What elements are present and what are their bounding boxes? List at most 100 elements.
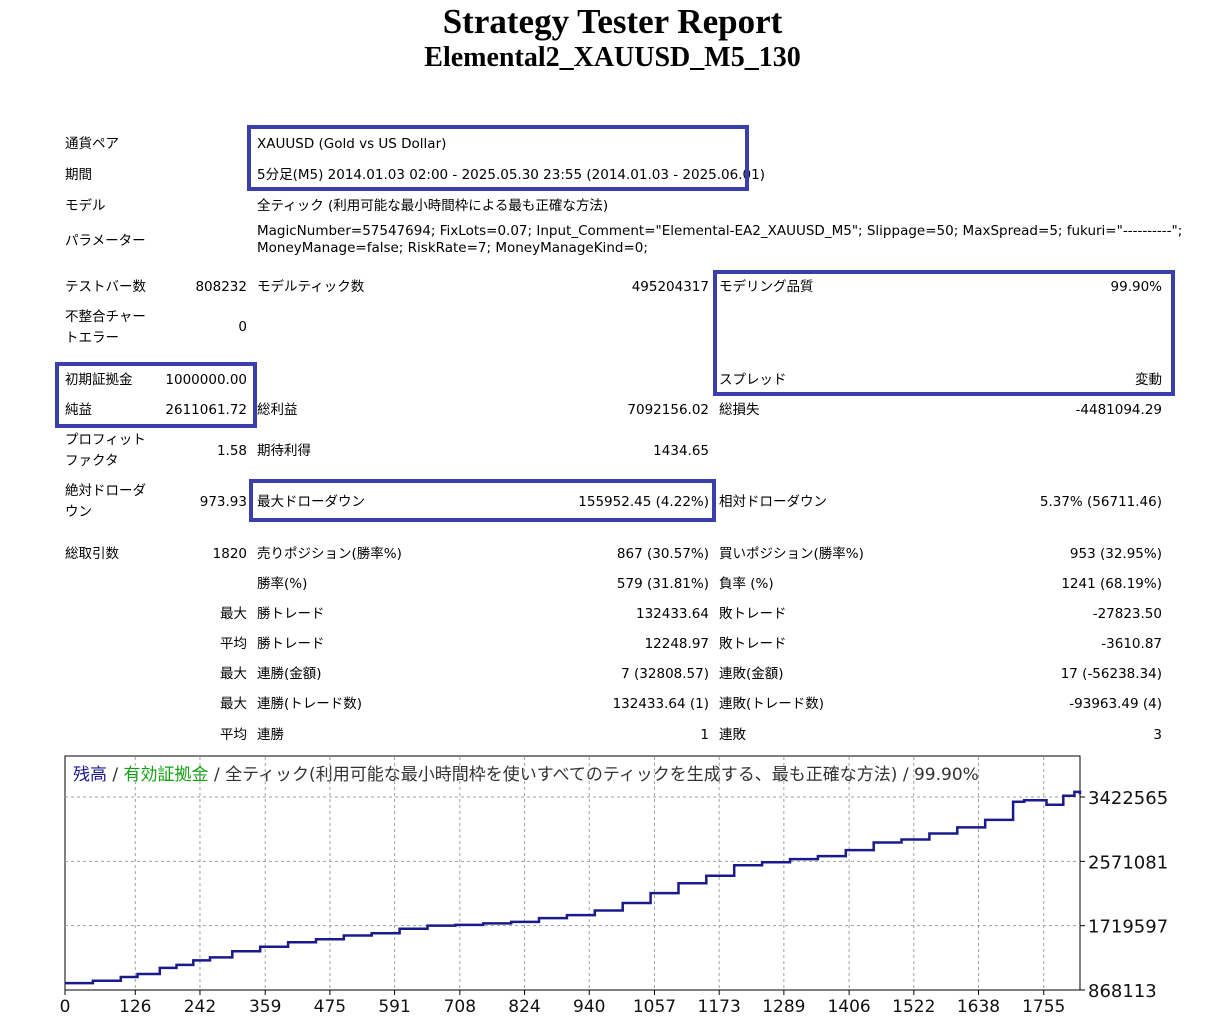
consec-loss-cnt-value: -93963.49 (4) (1069, 696, 1162, 712)
total-trades-value: 1820 (212, 546, 247, 562)
period-value: 5分足(M5) 2014.01.03 02:00 - 2025.05.30 23… (257, 167, 765, 183)
max-label-1: 最大 (220, 606, 247, 622)
rel-dd-value: 5.37% (56711.46) (1039, 494, 1162, 510)
avg-label-1: 平均 (220, 636, 247, 652)
x-tick-label: 0 (60, 997, 71, 1017)
pair-value: XAUUSD (Gold vs US Dollar) (257, 136, 447, 152)
x-tick-label: 475 (314, 997, 346, 1017)
bars-value: 808232 (195, 279, 247, 295)
avg-consec-win-value: 1 (700, 727, 709, 743)
x-tick-label: 359 (249, 997, 281, 1017)
consec-loss-cnt-label: 連敗(トレード数) (719, 696, 825, 712)
rel-dd-label: 相対ドローダウン (719, 494, 827, 510)
y-tick-label: 2571081 (1088, 852, 1168, 873)
report-subtitle: Elemental2_XAUUSD_M5_130 (424, 42, 801, 73)
consec-win-amt-label: 連勝(金額) (257, 666, 322, 682)
total-trades-label: 総取引数 (65, 546, 119, 562)
avg-consec-win-label: 連勝 (257, 727, 284, 743)
x-tick-label: 824 (508, 997, 540, 1017)
long-label: 買いポジション(勝率%) (719, 546, 864, 562)
pf-label-1: プロフィット (65, 432, 146, 448)
highlight-box-max-dd (249, 479, 716, 522)
mismatch-value: 0 (238, 319, 247, 335)
consec-win-amt-value: 7 (32808.57) (621, 666, 709, 682)
x-tick-label: 1289 (762, 997, 805, 1017)
pf-value: 1.58 (216, 443, 247, 459)
legend-part-1: / (107, 765, 124, 785)
x-tick-label: 1638 (957, 997, 1000, 1017)
max-dd-label: 最大ドローダウン (257, 494, 365, 510)
gross-profit-label: 総利益 (257, 402, 298, 418)
short-value: 867 (30.57%) (616, 546, 709, 562)
max-win-value: 132433.64 (635, 606, 709, 622)
highlight-box-deposit-net (55, 362, 257, 428)
consec-loss-amt-value: 17 (-56238.34) (1060, 666, 1162, 682)
legend-part-0: 残高 (73, 765, 107, 785)
abs-dd-label-1: 絶対ドローダ (65, 483, 146, 499)
params-line-2: MoneyManage=false; RiskRate=7; MoneyMana… (257, 240, 648, 256)
mismatch-label-1: 不整合チャー (65, 309, 146, 325)
highlight-box-pair-period (247, 125, 749, 191)
net-label: 純益 (65, 402, 92, 418)
abs-dd-label-2: ウン (65, 504, 92, 520)
expected-label: 期待利得 (257, 443, 311, 459)
y-tick-label: 3422565 (1088, 788, 1168, 809)
model-label: モデル (65, 198, 106, 214)
gross-profit-value: 7092156.02 (627, 402, 709, 418)
max-win-label: 勝トレード (257, 606, 325, 622)
consec-win-cnt-value: 132433.64 (1) (612, 696, 709, 712)
consec-win-cnt-label: 連勝(トレード数) (257, 696, 363, 712)
x-tick-label: 1755 (1022, 997, 1065, 1017)
legend-part-2: 有効証拠金 (124, 765, 209, 785)
deposit-value: 1000000.00 (165, 372, 247, 388)
x-tick-label: 1522 (892, 997, 935, 1017)
avg-label-2: 平均 (220, 727, 247, 743)
avg-consec-loss-label: 連敗 (719, 727, 746, 743)
avg-consec-loss-value: 3 (1153, 727, 1162, 743)
period-label: 期間 (65, 167, 92, 183)
loss-rate-value: 1241 (68.19%) (1061, 576, 1162, 592)
ticks-label: モデルティック数 (257, 279, 365, 295)
x-tick-label: 940 (573, 997, 605, 1017)
x-tick-label: 126 (119, 997, 151, 1017)
legend-part-3: / 全ティック(利用可能な最小時間枠を使いすべてのティックを生成する、最も正確な… (209, 764, 979, 785)
y-tick-label: 868113 (1088, 981, 1157, 1002)
avg-win-value: 12248.97 (644, 636, 709, 652)
consec-loss-amt-label: 連敗(金額) (719, 666, 784, 682)
bars-label: テストバー数 (65, 279, 146, 295)
gross-loss-label: 総損失 (719, 402, 760, 418)
balance-line (65, 790, 1082, 985)
params-label: パラメーター (65, 233, 146, 249)
max-loss-value: -27823.50 (1092, 606, 1162, 622)
pair-label: 通貨ペア (65, 136, 119, 152)
highlight-box-quality-spread (713, 270, 1175, 396)
mismatch-label-2: トエラー (65, 330, 119, 346)
expected-value: 1434.65 (653, 443, 709, 459)
model-value: 全ティック (利用可能な最小時間枠による最も正確な方法) (257, 198, 609, 214)
params-line-1: MagicNumber=57547694; FixLots=0.07; Inpu… (257, 223, 1183, 239)
gross-loss-value: -4481094.29 (1075, 402, 1162, 418)
max-dd-value: 155952.45 (4.22%) (578, 494, 709, 510)
avg-win-label: 勝トレード (257, 636, 325, 652)
x-tick-label: 1406 (827, 997, 870, 1017)
avg-loss-label: 敗トレード (719, 636, 787, 652)
win-rate-value: 579 (31.81%) (616, 576, 709, 592)
x-tick-label: 1173 (698, 997, 741, 1017)
x-tick-label: 1057 (633, 997, 676, 1017)
quality-label: モデリング品質 (719, 279, 814, 295)
pf-label-2: ファクタ (65, 453, 119, 469)
y-tick-label: 1719597 (1088, 917, 1168, 938)
x-tick-label: 708 (444, 997, 476, 1017)
avg-loss-value: -3610.87 (1101, 636, 1162, 652)
x-tick-label: 242 (184, 997, 216, 1017)
max-label-3: 最大 (220, 696, 247, 712)
x-tick-label: 591 (378, 997, 410, 1017)
spread-label: スプレッド (719, 372, 787, 388)
chart-frame (64, 755, 1081, 991)
short-label: 売りポジション(勝率%) (257, 546, 402, 562)
chart-legend: 残高 / 有効証拠金 / 全ティック(利用可能な最小時間枠を使いすべてのティック… (73, 764, 979, 785)
deposit-label: 初期証拠金 (65, 372, 133, 388)
report-title: Strategy Tester Report (442, 2, 783, 41)
abs-dd-value: 973.93 (199, 494, 247, 510)
net-value: 2611061.72 (165, 402, 247, 418)
